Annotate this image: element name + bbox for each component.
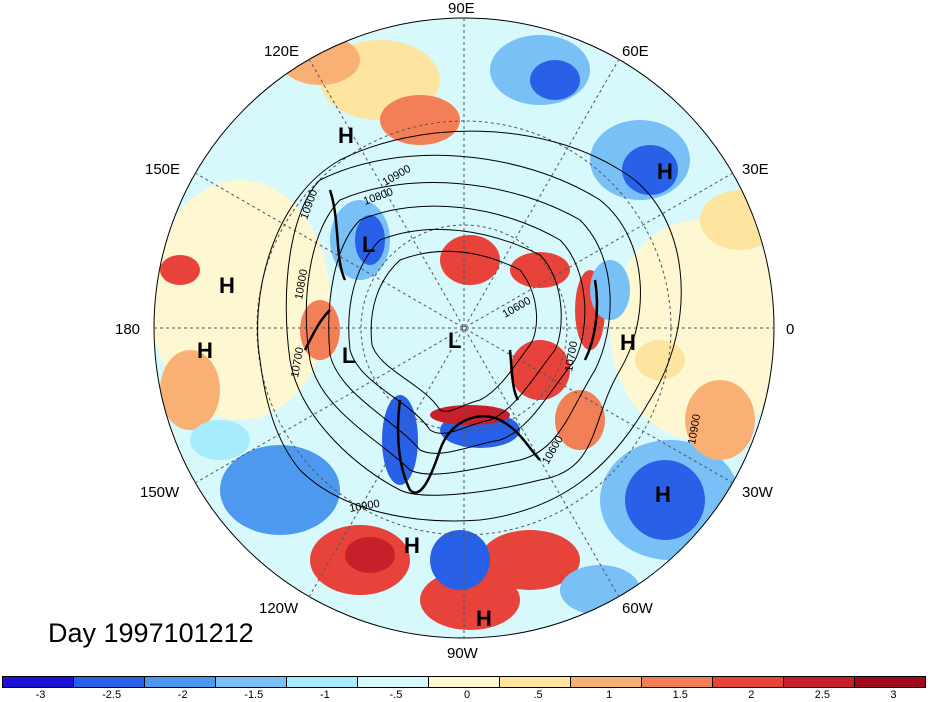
colorbar-tick-label: 1.5 (672, 689, 688, 701)
colorbar-tick-label: -.5 (389, 689, 403, 701)
low-pressure-label: L (362, 232, 375, 257)
colorbar-swatch (429, 677, 500, 687)
colorbar-swatch (216, 677, 287, 687)
lon-label-90w: 90W (447, 645, 479, 662)
colorbar-tick-label: 3 (890, 689, 897, 701)
colorbar-tick-label: -2 (177, 689, 188, 701)
contour-label: 10900 (348, 498, 380, 515)
high-pressure-label: H (655, 482, 671, 507)
colorbar-swatch (642, 677, 713, 687)
high-pressure-label: H (404, 533, 420, 558)
low-pressure-label: L (448, 328, 461, 353)
colorbar-tick-label: 2 (748, 689, 755, 701)
high-pressure-label: H (338, 123, 354, 148)
colorbar-tick-label: 1 (606, 689, 613, 701)
colorbar-swatch (571, 677, 642, 687)
lon-label-150e: 150E (145, 161, 180, 178)
colorbar-swatch (358, 677, 429, 687)
lon-label-30e: 30E (742, 161, 769, 178)
high-pressure-label: H (657, 159, 673, 184)
lon-label-60w: 60W (622, 600, 654, 617)
lon-label-180: 180 (115, 321, 140, 338)
day-label: Day 1997101212 (48, 618, 254, 648)
colorbar-swatch (784, 677, 855, 687)
lon-label-60e: 60E (622, 43, 649, 60)
contour-label: 10800 (293, 268, 310, 300)
lon-label-0: 0 (786, 321, 794, 338)
colorbar-swatch (145, 677, 216, 687)
colorbar-tick-label: -3 (35, 689, 46, 701)
colorbar-tick-label: 0 (463, 689, 471, 701)
colorbar-swatch (287, 677, 358, 687)
lon-label-150w: 150W (140, 484, 180, 501)
high-pressure-label: H (476, 606, 492, 631)
colorbar-swatch (713, 677, 784, 687)
colorbar-tick-label: -2.5 (102, 689, 122, 701)
contour-label: 10700 (563, 340, 580, 372)
colorbar (2, 676, 926, 688)
lon-label-120w: 120W (259, 600, 299, 617)
high-pressure-label: H (219, 273, 235, 298)
colorbar-tick-label: -1 (319, 689, 330, 701)
lon-label-90e: 90E (448, 0, 475, 17)
colorbar-tick-label: .5 (533, 689, 543, 701)
low-pressure-label: L (342, 343, 355, 368)
high-pressure-label: H (197, 338, 213, 363)
colorbar-swatch (3, 677, 74, 687)
lon-label-30w: 30W (742, 484, 774, 501)
colorbar-swatch (500, 677, 571, 687)
high-pressure-label: H (620, 330, 636, 355)
colorbar-swatch (74, 677, 145, 687)
lon-label-120e: 120E (264, 43, 299, 60)
contour-label: 10700 (289, 346, 306, 378)
geopotential-contours (257, 130, 682, 522)
jet-contours (303, 189, 599, 494)
colorbar-swatch (855, 677, 925, 687)
colorbar-tick-label: 2.5 (814, 689, 831, 701)
contour-label: 10900 (686, 413, 703, 445)
colorbar-tick-label: -1.5 (244, 689, 264, 701)
